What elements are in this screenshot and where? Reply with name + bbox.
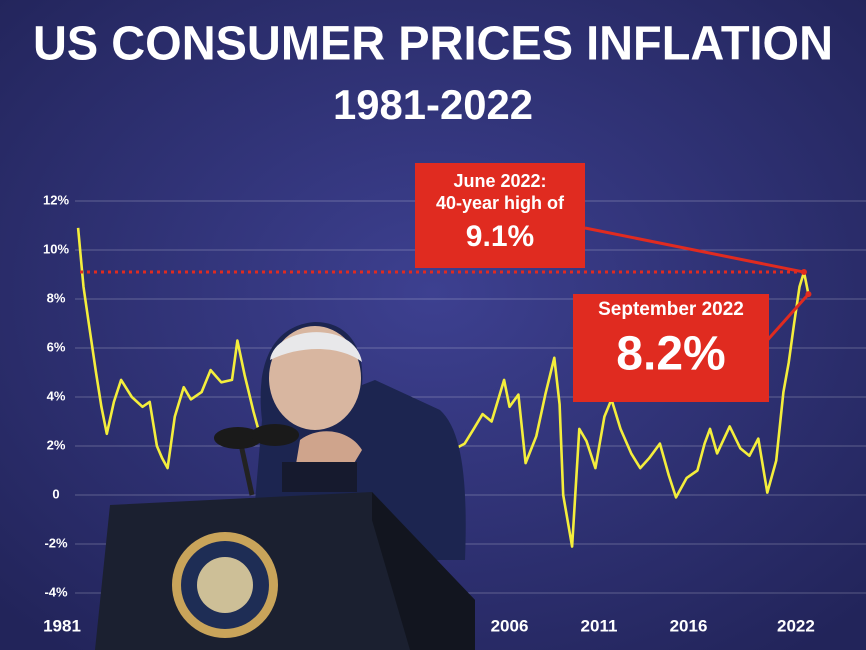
y-tick-label: 6% <box>47 339 66 354</box>
chart-subtitle: 1981-2022 <box>333 81 533 128</box>
annotation-text: 9.1% <box>466 220 534 253</box>
y-tick-label: -2% <box>44 535 68 550</box>
annotation-arrow <box>762 293 810 345</box>
x-tick-label: 2006 <box>491 616 529 635</box>
x-tick-label: 2022 <box>777 616 815 635</box>
x-tick-label: 2011 <box>581 616 618 635</box>
y-tick-label: 12% <box>43 192 69 207</box>
annotation-arrow <box>584 226 805 274</box>
photo <box>95 322 475 650</box>
annotation-box <box>573 294 769 402</box>
annotation-text: June 2022: <box>453 171 546 191</box>
x-tick-label: 1981 <box>43 616 81 635</box>
data-line <box>76 227 810 548</box>
annotated-point <box>805 291 812 298</box>
y-tick-label: 0 <box>52 486 59 501</box>
x-tick-label: 2016 <box>670 616 708 635</box>
y-tick-label: 10% <box>43 241 69 256</box>
chart-title: US CONSUMER PRICES INFLATION <box>33 18 833 71</box>
y-tick-label: 4% <box>47 388 66 403</box>
annotation-text: September 2022 <box>598 299 744 320</box>
annotations: June 2022:40-year high of 9.1% September 2… <box>80 163 812 402</box>
y-tick-label: -4% <box>44 584 68 599</box>
y-tick-label: 8% <box>47 290 66 305</box>
annotation-text: 8.2% <box>616 328 725 381</box>
annotated-point <box>800 269 807 276</box>
annotation-text: 40-year high of <box>436 193 565 213</box>
plot-area: -4% -2% 0 2% 4% 6% 8% 10% 12% 1981 2006 2011 2016 202… <box>43 192 866 635</box>
annotation-box <box>415 163 585 268</box>
y-tick-label: 2% <box>47 437 66 452</box>
